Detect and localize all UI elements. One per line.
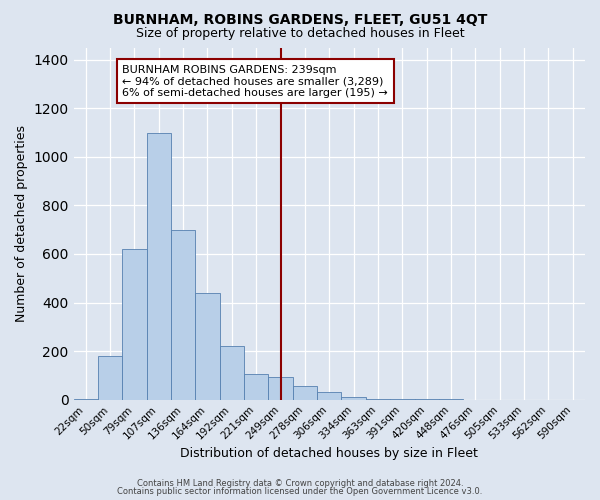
X-axis label: Distribution of detached houses by size in Fleet: Distribution of detached houses by size … bbox=[181, 447, 478, 460]
Text: Contains HM Land Registry data © Crown copyright and database right 2024.: Contains HM Land Registry data © Crown c… bbox=[137, 478, 463, 488]
Bar bbox=[122, 249, 146, 400]
Bar bbox=[146, 132, 171, 400]
Bar bbox=[317, 392, 341, 400]
Bar bbox=[74, 398, 98, 400]
Bar bbox=[390, 399, 415, 400]
Text: BURNHAM, ROBINS GARDENS, FLEET, GU51 4QT: BURNHAM, ROBINS GARDENS, FLEET, GU51 4QT bbox=[113, 12, 487, 26]
Bar bbox=[244, 374, 268, 400]
Bar bbox=[98, 356, 122, 400]
Text: BURNHAM ROBINS GARDENS: 239sqm
← 94% of detached houses are smaller (3,289)
6% o: BURNHAM ROBINS GARDENS: 239sqm ← 94% of … bbox=[122, 64, 388, 98]
Bar bbox=[220, 346, 244, 400]
Text: Contains public sector information licensed under the Open Government Licence v3: Contains public sector information licen… bbox=[118, 487, 482, 496]
Bar bbox=[196, 293, 220, 400]
Text: Size of property relative to detached houses in Fleet: Size of property relative to detached ho… bbox=[136, 28, 464, 40]
Y-axis label: Number of detached properties: Number of detached properties bbox=[15, 125, 28, 322]
Bar bbox=[268, 376, 293, 400]
Bar bbox=[171, 230, 196, 400]
Bar bbox=[293, 386, 317, 400]
Bar bbox=[366, 398, 390, 400]
Bar bbox=[341, 398, 366, 400]
